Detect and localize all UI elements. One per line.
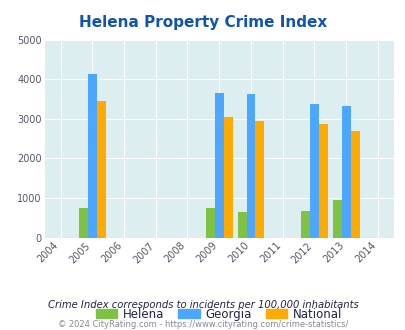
Legend: Helena, Georgia, National: Helena, Georgia, National (91, 303, 347, 325)
Bar (255, 121, 264, 238)
Text: Crime Index corresponds to incidents per 100,000 inhabitants: Crime Index corresponds to incidents per… (47, 300, 358, 310)
Bar (341, 106, 350, 238)
Bar (350, 131, 359, 238)
Bar (309, 104, 318, 238)
Bar (237, 212, 246, 238)
Bar (332, 200, 341, 238)
Bar (301, 211, 309, 238)
Bar (87, 74, 96, 238)
Bar (318, 124, 327, 238)
Bar (214, 93, 223, 238)
Bar (246, 94, 255, 238)
Bar (223, 117, 232, 238)
Text: Helena Property Crime Index: Helena Property Crime Index (79, 15, 326, 30)
Bar (79, 208, 87, 238)
Bar (96, 101, 105, 238)
Text: © 2024 CityRating.com - https://www.cityrating.com/crime-statistics/: © 2024 CityRating.com - https://www.city… (58, 319, 347, 329)
Bar (205, 208, 214, 238)
